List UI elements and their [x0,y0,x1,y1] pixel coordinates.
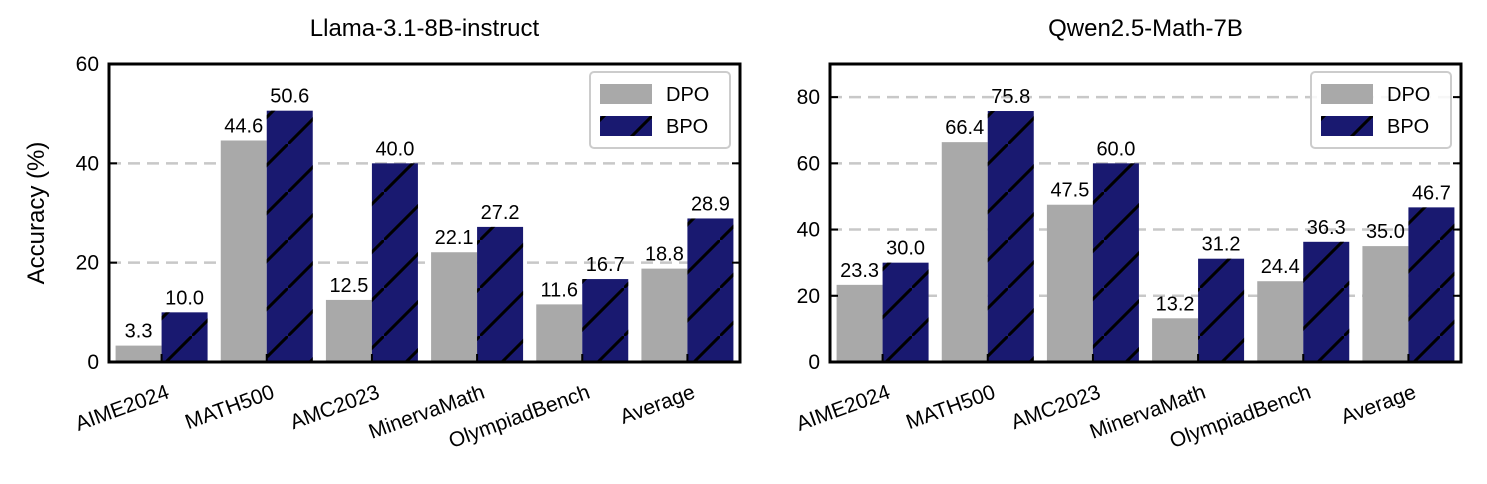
data-label: 10.0 [165,287,204,309]
bar-hatch [1092,163,1139,362]
bar-dpo [1046,204,1093,362]
legend-swatch-hatch [1321,116,1373,136]
plot-frame [828,62,1463,364]
y-axis-label: Accuracy (%) [23,142,50,285]
x-tick-label: AIME2024 [793,381,893,436]
plot-frame [107,62,742,364]
data-label: 66.4 [945,117,984,139]
chart-title: Llama-3.1-8B-instruct [310,15,540,42]
bar-dpo [220,140,267,362]
data-label: 3.3 [125,321,153,343]
x-tick-label: Average [617,381,698,429]
bar-dpo [115,345,162,362]
data-label: 36.3 [1307,217,1346,239]
data-label: 46.7 [1412,182,1451,204]
data-label: 40.0 [375,138,414,160]
bar-hatch [987,111,1034,362]
bar-hatch [582,279,629,362]
y-tick-label: 80 [797,86,820,109]
x-tick-label: MATH500 [903,381,998,434]
data-label: 22.1 [435,227,474,249]
x-tick-label: MATH500 [182,381,277,434]
bar-hatch [1198,258,1245,362]
data-label: 11.6 [541,279,578,301]
data-label: 60.0 [1096,138,1135,160]
data-label: 28.9 [691,193,730,215]
bar-hatch [882,262,929,362]
legend: DPO BPO [1310,71,1452,149]
bar-hatch [1408,207,1455,362]
data-label: 16.7 [586,254,625,276]
data-label: 27.2 [481,202,520,224]
bar-hatch [1303,241,1350,362]
x-tick-label: Average [1338,381,1419,429]
y-tick-label: 0 [808,351,820,374]
data-label: 30.0 [886,238,925,260]
y-tick-label: 60 [797,152,820,175]
legend-label-bpo: BPO [666,116,708,138]
bar-hatch [687,218,734,362]
bar-dpo [325,299,372,362]
bar-dpo [836,284,883,362]
legend-label-dpo: DPO [1387,84,1430,106]
chart-llama: 3.310.0AIME202444.650.6MATH50012.540.0AM… [23,15,742,453]
data-label: 18.8 [645,244,684,266]
legend-label-dpo: DPO [666,84,709,106]
bar-dpo [536,304,583,362]
chart-title: Qwen2.5-Math-7B [1048,15,1243,42]
bar-dpo [1362,246,1409,362]
y-tick-label: 20 [797,285,820,308]
bar-hatch [371,163,418,362]
legend: DPO BPO [589,71,731,149]
legend-label-bpo: BPO [1387,116,1429,138]
x-tick-label: AIME2024 [72,381,172,436]
y-tick-label: 20 [76,252,99,275]
data-label: 44.6 [224,115,263,137]
data-label: 24.4 [1261,256,1300,278]
legend-swatch-dpo [600,84,652,104]
bar-hatch [266,110,313,362]
y-tick-label: 40 [76,152,99,175]
y-tick-label: 0 [87,351,99,374]
bar-dpo [431,252,478,362]
data-label: 35.0 [1366,221,1405,243]
data-label: 31.2 [1202,234,1241,256]
legend-swatch-dpo [1321,84,1373,104]
legend-swatch-hatch [600,116,652,136]
data-label: 13.2 [1156,293,1195,315]
bar-dpo [941,142,988,362]
data-label: 23.3 [840,260,879,282]
chart-qwen: 23.3 30.0 AIME2024 66.4 75.8 MATH500 47.5 60.0 A… [793,15,1463,453]
bar-dpo [1152,318,1199,362]
bar-hatch [477,226,524,362]
y-tick-label: 40 [797,219,820,242]
data-label: 50.6 [270,86,309,108]
data-label: 12.5 [329,275,368,297]
bar-dpo [1257,281,1304,362]
data-label: 47.5 [1050,180,1089,202]
bar-dpo [641,268,688,362]
y-tick-label: 60 [76,53,99,76]
data-label: 75.8 [991,86,1030,108]
bar-hatch [161,312,208,362]
